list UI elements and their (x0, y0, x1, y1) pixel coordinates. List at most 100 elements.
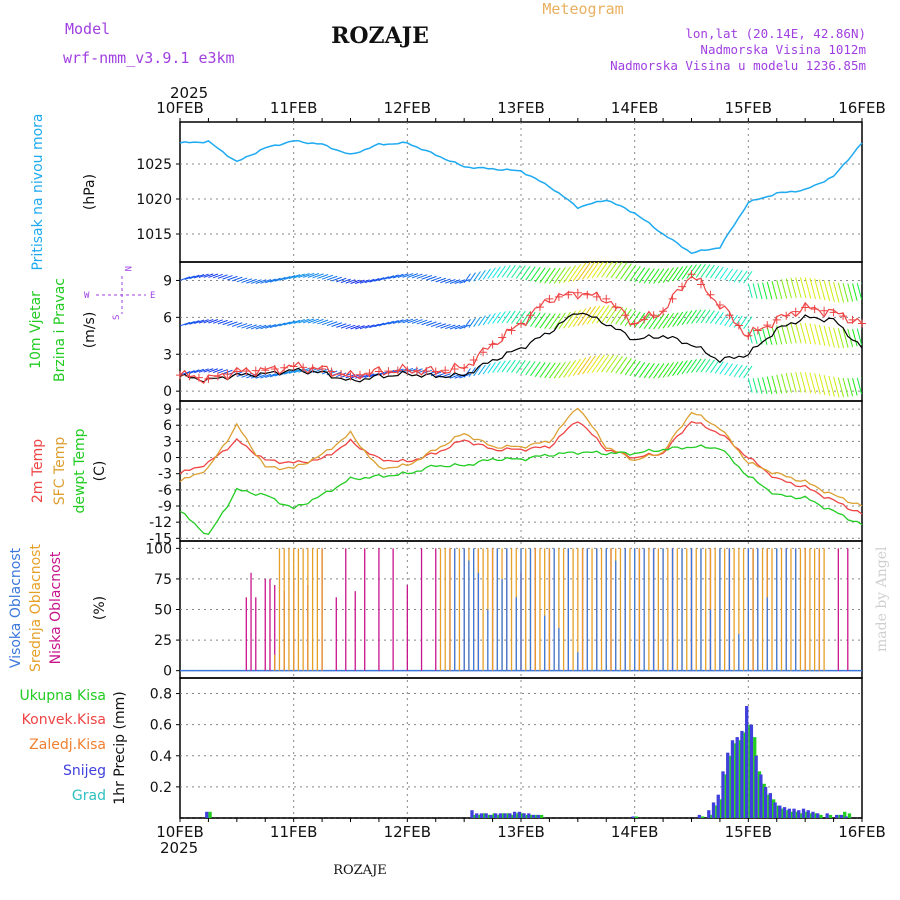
wind-barb (501, 359, 511, 373)
wind-gust-marker (810, 305, 819, 314)
wind-gust-marker (848, 315, 857, 324)
precip-snow-bar (631, 816, 635, 818)
wind-barb (705, 310, 715, 324)
wind-barb (757, 283, 763, 300)
wind-barb (307, 273, 320, 278)
wind-gust-marker (801, 303, 810, 312)
precip-legend-item: Grad (72, 788, 106, 804)
wind-barb (388, 319, 399, 325)
wind-barb (799, 322, 807, 344)
wind-gust-marker (583, 290, 592, 299)
year-bottom: 2025 (160, 839, 198, 857)
wind-barb (634, 362, 646, 377)
wind-barb (534, 267, 546, 283)
wind-gust-marker (346, 372, 355, 381)
wind-barb (828, 375, 835, 397)
wind-barb (317, 319, 329, 325)
wind-barb (582, 355, 596, 375)
wind-barb (269, 323, 281, 329)
wind-barb (596, 354, 610, 373)
precip-snow-bar (782, 807, 787, 818)
wind-barb (482, 314, 491, 326)
model-label: Model (65, 20, 110, 38)
wind-barb (298, 367, 310, 373)
wind-barb (217, 319, 228, 325)
wind-barb (246, 324, 257, 330)
wind-barb (605, 262, 618, 278)
wind-barb (752, 378, 758, 394)
wind-barb (771, 375, 778, 394)
wind-barb (421, 320, 433, 326)
wind-barb (799, 277, 807, 299)
wind-barb (799, 371, 807, 393)
wind-barb (477, 315, 486, 327)
wind-barb (657, 268, 670, 284)
precip-snow-bar (489, 814, 493, 818)
wind-gust-marker (498, 333, 507, 342)
wind-barb (496, 265, 506, 278)
wind-barb (776, 280, 783, 300)
precip-snow-bar (512, 811, 517, 818)
wind-barb (492, 361, 501, 373)
wind-barb (714, 312, 724, 325)
precip-snow-bar (470, 810, 474, 818)
wind-barb (539, 313, 551, 329)
wind-barb (648, 268, 660, 284)
footer-station: ROZAJE (333, 863, 387, 878)
wind-barb (482, 363, 491, 375)
wind-barb (515, 360, 526, 374)
temp-sfc-line (179, 407, 863, 507)
y-tick-label: 0 (163, 384, 172, 400)
wind-barb (610, 262, 623, 279)
precip-snow-bar (508, 813, 512, 818)
wind-barb (728, 364, 738, 377)
wind-barb (355, 279, 365, 284)
wind-barb (771, 280, 778, 300)
wind-barb (695, 309, 706, 324)
wind-barb (501, 310, 511, 324)
wind-gust-marker (488, 340, 497, 349)
x-tick-label-top: 15FEB (725, 99, 772, 117)
wind-barb (227, 321, 238, 327)
wind-barb (752, 283, 758, 299)
y-tick-label: 0 (163, 451, 172, 467)
wind-barb (785, 278, 792, 299)
wind-barb (511, 265, 521, 279)
wind-barb (468, 272, 476, 283)
pressure-axis-label: Pritisak na nivou mora (30, 113, 46, 270)
wind-gust-marker (185, 372, 194, 381)
wind-barb (208, 319, 219, 324)
wind-barb (260, 373, 272, 379)
wind-gust-marker (280, 363, 289, 372)
wind-barb (624, 359, 637, 376)
wind-barb (582, 262, 596, 280)
wind-barb (255, 373, 267, 379)
precip-snow-bar (494, 813, 498, 818)
wind-barb (279, 275, 291, 281)
wind-barb (279, 321, 291, 327)
wind-barb (558, 361, 571, 379)
wind-barb (378, 321, 390, 327)
wind-barb (615, 356, 628, 374)
wind-gust-marker (573, 288, 582, 297)
y-tick-label: 1020 (136, 192, 172, 208)
wind-barb (667, 266, 679, 283)
wind-barb (809, 277, 816, 299)
x-tick-label-bottom: 11FEB (270, 823, 317, 841)
wind-barb (203, 318, 214, 324)
wind-gust-marker (365, 369, 374, 378)
wind-gust-marker (678, 282, 687, 291)
wind-barb (496, 360, 506, 373)
wind-barb (288, 368, 301, 374)
wind-barb (302, 272, 315, 278)
wind-barb (260, 279, 272, 284)
wind-barb (180, 371, 191, 376)
wind-barb (468, 317, 476, 328)
wind-barb (710, 311, 720, 324)
wind-barb (506, 359, 516, 373)
wind-barb (350, 279, 360, 284)
cloud-mid-label: Srednja Oblacnost (28, 544, 44, 672)
y-tick-label: -6 (158, 483, 172, 499)
wind-barb (833, 376, 840, 398)
wind-barb (752, 328, 758, 345)
